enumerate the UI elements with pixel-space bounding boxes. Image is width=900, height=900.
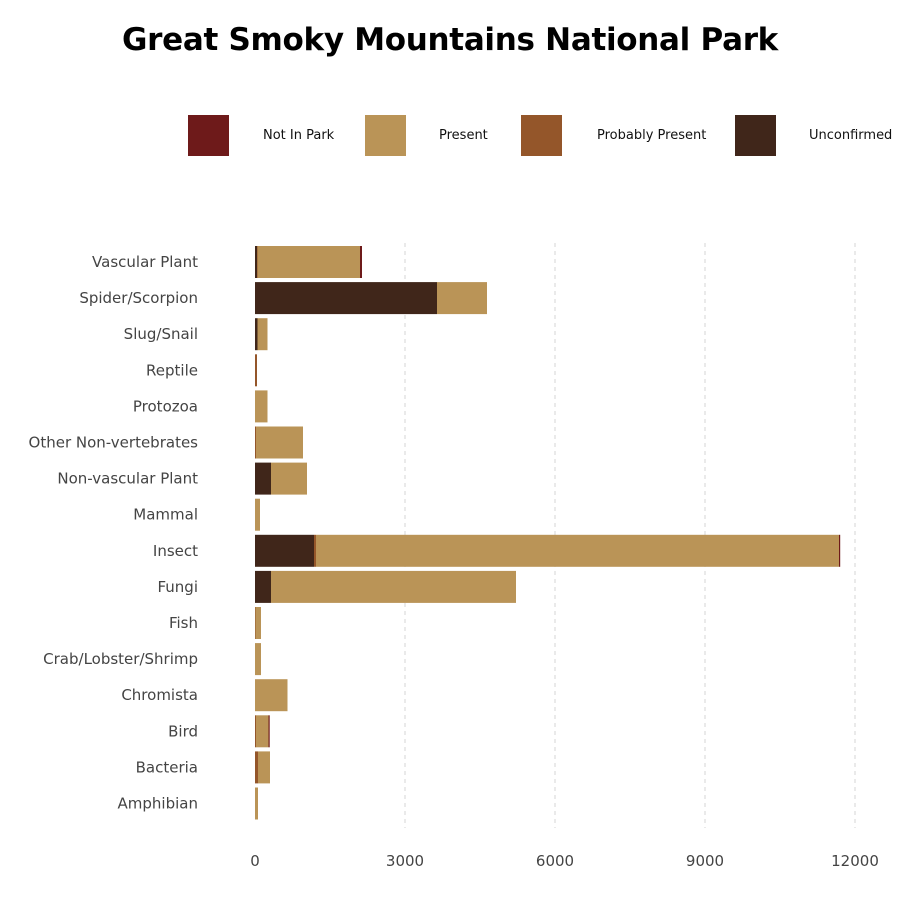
category-label: Bacteria [136,758,198,776]
category-label: Reptile [146,361,198,379]
category-label: Mammal [133,506,198,524]
category-label: Bird [168,722,198,740]
bar-amphibian-present [255,787,258,820]
legend-label-not-in-park: Not In Park [263,128,335,143]
category-label: Spider/Scorpion [79,289,198,307]
legend-swatch-not-in-park [188,115,229,156]
legend-swatch-present [365,115,406,156]
bar-slug-snail-unconfirmed [255,318,258,351]
category-label: Fungi [157,578,198,596]
x-tick-label: 3000 [386,852,424,870]
bar-vascular-plant-not-in-park [360,246,362,278]
bar-chromista-present [255,679,288,712]
bar-non-vascular-plant-unconfirmed [255,462,271,495]
bar-spider-scorpion-unconfirmed [255,282,437,315]
bar-vascular-plant-present [257,246,360,278]
bar-crab-lobster-shrimp-present [255,643,261,676]
legend-label-probably-present: Probably Present [597,128,707,143]
legend-label-unconfirmed: Unconfirmed [809,128,893,143]
bar-vascular-plant-unconfirmed [255,246,257,278]
x-tick-label: 12000 [831,852,879,870]
bar-mammal-present [255,498,260,531]
bar-fungi-unconfirmed [255,570,271,603]
category-label: Other Non-vertebrates [29,434,199,452]
category-label: Protozoa [133,397,198,415]
category-label: Insect [153,542,198,560]
bar-bird-present [256,715,269,748]
bar-fish-present [255,607,261,639]
bar-slug-snail-present [257,318,268,351]
x-tick-label: 6000 [536,852,574,870]
legend-label-present: Present [439,128,488,143]
category-label: Non-vascular Plant [57,470,198,488]
x-tick-label: 0 [250,852,260,870]
bar-insect-unconfirmed [255,534,314,567]
bar-spider-scorpion-present [437,282,487,315]
category-label: Crab/Lobster/Shrimp [43,650,198,668]
bar-insect-present [316,534,839,567]
bar-fungi-present [271,570,516,603]
category-label: Vascular Plant [92,253,198,271]
bar-insect-not-in-park [839,534,841,567]
x-tick-label: 9000 [686,852,724,870]
bar-other-non-vertebrates-probably-present [255,426,257,459]
category-label: Chromista [121,686,198,704]
bar-reptile-probably-present [255,354,257,387]
bar-other-non-vertebrates-present [256,426,303,459]
bar-non-vascular-plant-present [271,462,307,495]
category-label: Fish [169,614,198,632]
category-label: Slug/Snail [124,325,198,343]
legend-swatch-probably-present [521,115,562,156]
legend: Not In Park Present Probably Present Unc… [0,0,900,200]
bar-bird-probably-present [255,715,257,748]
bar-bird-not-in-park [268,715,270,748]
legend-swatch-unconfirmed [735,115,776,156]
category-label: Amphibian [118,795,198,813]
chart-title: Great Smoky Mountains National Park [121,22,778,58]
bar-bacteria-present [258,751,270,784]
bar-protozoa-present [255,390,268,423]
bar-insect-probably-present [314,534,316,567]
bar-bacteria-probably-present [255,751,258,784]
